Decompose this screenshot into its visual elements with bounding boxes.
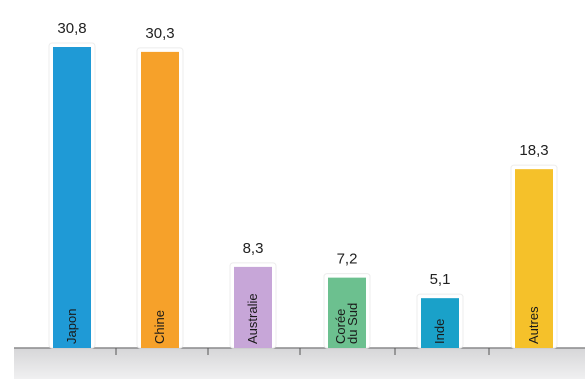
category-label-line: Australie xyxy=(245,293,260,344)
category-label: Autres xyxy=(526,306,541,344)
bar xyxy=(234,266,272,348)
bar xyxy=(328,277,366,348)
category-label-line: Chine xyxy=(152,310,167,344)
bar xyxy=(141,51,179,349)
category-label-line: Japon xyxy=(64,309,79,344)
category-label: Inde xyxy=(432,319,447,344)
bars-group: 30,8 Japon 30,3 Chine 8,3 Australie 7,2 Coréedu… xyxy=(48,20,558,349)
bar xyxy=(421,298,459,348)
category-label-line: du Sud xyxy=(345,303,360,344)
data-label: 18,3 xyxy=(519,142,548,159)
category-label: Coréedu Sud xyxy=(333,303,360,344)
data-label: 30,8 xyxy=(57,20,86,37)
data-label: 30,3 xyxy=(145,25,174,42)
data-label: 8,3 xyxy=(243,240,264,257)
category-label: Australie xyxy=(245,293,260,344)
category-label-line: Autres xyxy=(526,306,541,344)
category-label-line: Corée xyxy=(333,309,348,344)
category-label-line: Inde xyxy=(432,319,447,344)
data-label: 5,1 xyxy=(430,271,451,288)
category-label: Japon xyxy=(64,309,79,344)
category-label: Chine xyxy=(152,310,167,344)
data-label: 7,2 xyxy=(337,251,358,268)
bar xyxy=(515,169,553,348)
bar xyxy=(53,47,91,348)
